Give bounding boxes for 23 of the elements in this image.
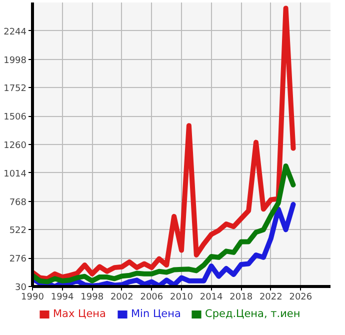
y-tick-label: 768 bbox=[9, 198, 27, 208]
x-tick-label: 2022 bbox=[259, 292, 282, 302]
legend-label: Min Цена bbox=[131, 308, 181, 320]
x-tick-label: 1990 bbox=[21, 292, 44, 302]
x-tick-label: 2006 bbox=[140, 292, 164, 302]
y-tick-label: 2244 bbox=[4, 27, 27, 38]
y-tick-label: 1752 bbox=[4, 84, 26, 94]
y-tick-label: 276 bbox=[9, 254, 27, 265]
y-tick-label: 1998 bbox=[4, 56, 27, 66]
x-tick-label: 1998 bbox=[80, 292, 104, 302]
y-tick-label: 1014 bbox=[4, 169, 27, 180]
x-tick-label: 2018 bbox=[230, 292, 253, 302]
y-tick-label: 30 bbox=[15, 283, 27, 293]
x-tick-label: 2014 bbox=[200, 292, 224, 302]
x-tick-label: 2010 bbox=[170, 292, 194, 302]
x-tick-label: 2026 bbox=[289, 292, 312, 302]
legend-label: Max Цена bbox=[53, 308, 106, 320]
y-tick-label: 1260 bbox=[4, 141, 27, 151]
x-tick-label: 1994 bbox=[50, 292, 74, 302]
x-tick-label: 2002 bbox=[110, 292, 134, 302]
legend-label: Сред.Цена, т.иен bbox=[205, 308, 300, 320]
y-tick-label: 1506 bbox=[4, 112, 27, 123]
y-tick-label: 522 bbox=[9, 226, 27, 236]
